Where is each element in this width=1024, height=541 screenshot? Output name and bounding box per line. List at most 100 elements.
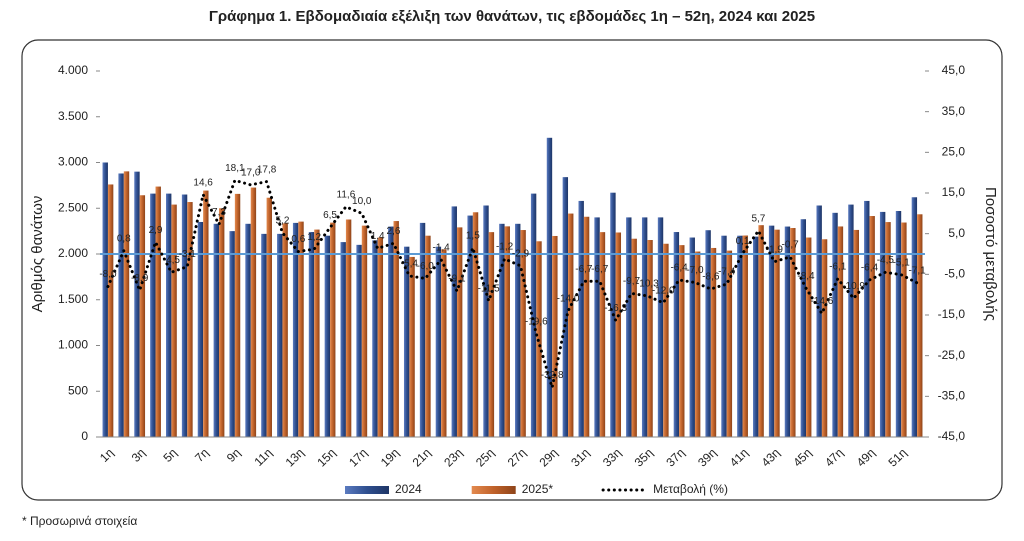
bar	[641, 217, 648, 437]
y2-tick-label: 5,0	[948, 226, 965, 240]
data-label: -19,6	[525, 316, 548, 327]
bar	[774, 229, 780, 437]
bar	[388, 226, 394, 437]
bar	[599, 232, 606, 437]
bar	[245, 223, 251, 437]
bar	[520, 230, 526, 437]
footnote: * Προσωρινά στοιχεία	[22, 514, 137, 528]
data-label: -1,2	[496, 242, 514, 253]
data-label: -10,3	[636, 279, 659, 290]
x-tick-label: 27η	[505, 445, 529, 469]
x-tick-label: 17η	[346, 445, 370, 469]
y-tick-label: 2.500	[58, 200, 88, 214]
bar	[578, 200, 584, 437]
bar	[118, 173, 124, 438]
data-label: 0,6	[291, 234, 305, 245]
bar	[166, 193, 172, 437]
x-tick-label: 9η	[224, 445, 243, 464]
bar	[308, 232, 315, 437]
bar	[340, 242, 346, 437]
data-label: -6,1	[829, 261, 847, 272]
data-label: -12,0	[652, 285, 675, 296]
x-tick-label: 21η	[410, 445, 434, 469]
bar	[879, 211, 886, 437]
x-tick-label: 49η	[854, 445, 878, 469]
data-label: -6,4	[670, 263, 688, 274]
data-label: -14,0	[557, 294, 580, 305]
bar	[456, 227, 463, 437]
data-label: 14,6	[193, 177, 213, 188]
y-tick-label: 1.500	[58, 292, 88, 306]
data-label: 0,8	[117, 233, 131, 244]
x-tick-label: 11η	[252, 445, 275, 468]
x-tick-label: 35η	[632, 445, 656, 469]
y2-tick-label: -35,0	[938, 389, 966, 403]
bar	[694, 251, 701, 437]
legend-label: 2024	[395, 482, 422, 496]
bar	[403, 246, 410, 437]
data-label: 11,6	[337, 189, 356, 200]
bar	[435, 246, 442, 437]
y2-tick-label: 25,0	[942, 145, 966, 159]
bar	[314, 229, 320, 437]
data-label: 6,5	[323, 210, 337, 221]
x-tick-label: 7η	[192, 445, 211, 464]
data-label: -6,7	[575, 264, 593, 275]
bar	[377, 237, 384, 437]
legend-label: 2025*	[522, 482, 554, 496]
y2-tick-label: 35,0	[942, 104, 966, 118]
bar	[737, 235, 743, 437]
chart-title: Γράφημα 1. Εβδομαδιαία εξέλιξη των θανάτ…	[209, 8, 815, 25]
data-label: -7,1	[908, 266, 926, 277]
data-label: -10,9	[842, 281, 865, 292]
x-tick-label: 25η	[473, 445, 497, 469]
data-label: -8,0	[99, 269, 117, 280]
data-label: -1,9	[766, 244, 784, 255]
x-tick-label: 43η	[759, 445, 783, 469]
data-label: 5,2	[275, 215, 289, 226]
data-label: -6,0	[417, 261, 435, 272]
data-label: -5,4	[401, 259, 419, 270]
data-label: 17,8	[257, 164, 277, 175]
data-label: 2,6	[387, 226, 401, 237]
bar	[472, 212, 479, 437]
data-label: -9,1	[448, 274, 466, 285]
data-label: -6,7	[591, 264, 609, 275]
x-tick-label: 33η	[600, 445, 624, 469]
bar	[419, 222, 426, 437]
bar	[705, 230, 711, 437]
data-label: -8,6	[702, 272, 720, 283]
y2-tick-label: -5,0	[944, 267, 965, 281]
bar	[298, 221, 304, 437]
bar	[911, 197, 918, 437]
bar	[324, 235, 331, 437]
data-label: -4,5	[877, 255, 895, 266]
bar	[499, 223, 505, 437]
data-label: 10,0	[352, 196, 372, 207]
data-label: -7,0	[686, 265, 704, 276]
x-tick-label: 15η	[314, 445, 338, 469]
bar	[229, 231, 235, 437]
bar	[901, 222, 907, 437]
bar	[277, 233, 283, 437]
x-tick-label: 13η	[283, 445, 307, 469]
bar	[806, 237, 812, 437]
y2-tick-label: 15,0	[942, 185, 966, 199]
y-tick-label: 2.000	[58, 246, 88, 260]
bar	[234, 193, 241, 437]
bar	[917, 214, 923, 437]
data-label: 17,0	[241, 168, 261, 179]
data-label: 0,1	[736, 236, 750, 247]
data-label: -8,9	[131, 273, 149, 284]
bar	[657, 217, 664, 437]
data-label: 1,5	[466, 231, 480, 242]
bar	[425, 235, 431, 437]
y-axis-label: Αριθμός θανάτων	[29, 196, 46, 313]
y2-tick-label: 45,0	[942, 63, 966, 77]
bar	[330, 222, 336, 437]
bar	[345, 219, 352, 437]
data-label: 7,3	[212, 207, 226, 218]
x-tick-label: 5η	[160, 445, 179, 464]
bar	[139, 195, 146, 437]
bar	[864, 200, 870, 437]
